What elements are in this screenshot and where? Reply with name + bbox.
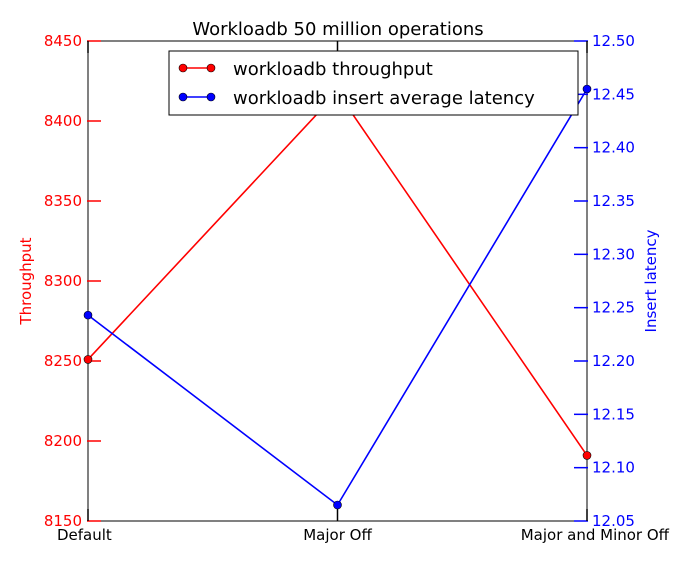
data-point-throughput [582, 451, 592, 460]
right-axis-tick-label: 12.30 [592, 245, 635, 263]
right-axis-title: Insert latency [642, 229, 660, 332]
right-axis-tick-label: 12.15 [592, 405, 635, 423]
right-axis-tick-label: 12.45 [592, 85, 635, 103]
legend: workloadb throughput workloadb insert av… [168, 50, 579, 116]
legend-label-throughput: workloadb throughput [233, 59, 433, 80]
series-line-throughput [87, 90, 588, 456]
legend-marker-latency [178, 92, 188, 102]
left-axis-tick-label: 8250 [44, 352, 82, 370]
left-axis-tick-label: 8450 [44, 32, 82, 50]
series-layer [83, 84, 592, 510]
legend-label-latency: workloadb insert average latency [233, 88, 535, 109]
x-axis-tick-label: Major and Minor Off [521, 526, 670, 544]
right-axis-tick-label: 12.20 [592, 352, 635, 370]
left-axis-tick-label: 8350 [44, 192, 82, 210]
left-axis-tick-label: 8400 [44, 112, 82, 130]
left-axis-tick-label: 8150 [44, 512, 82, 530]
axes-layer: 8150 8200 8250 8300 8350 8400 8450 12.05 12.10 12… [17, 32, 670, 544]
x-axis-tick-label: Default [57, 526, 112, 544]
right-axis-tick-label: 12.10 [592, 459, 635, 477]
data-point-latency [582, 84, 592, 94]
left-axis-title: Throughput [17, 237, 35, 325]
right-axis-tick-label: 12.05 [592, 512, 635, 530]
left-axis-tick-label: 8300 [44, 272, 82, 290]
right-axis-tick-label: 12.35 [592, 192, 635, 210]
legend-marker-throughput [206, 63, 216, 73]
data-point-latency [333, 500, 342, 510]
left-axis-tick-label: 8200 [44, 432, 82, 450]
right-axis-tick-label: 12.40 [592, 139, 635, 157]
right-axis-tick-label: 12.50 [592, 32, 635, 50]
data-point-latency [83, 310, 93, 320]
data-point-throughput [83, 355, 93, 364]
legend-marker-throughput [178, 63, 188, 73]
chart-title: Workloadb 50 million operations [192, 19, 483, 40]
legend-marker-latency [206, 92, 216, 102]
right-axis-tick-label: 12.25 [592, 299, 635, 317]
legend-box [168, 50, 579, 116]
x-axis-tick-label: Major Off [303, 526, 372, 544]
series-line-latency [87, 88, 588, 507]
